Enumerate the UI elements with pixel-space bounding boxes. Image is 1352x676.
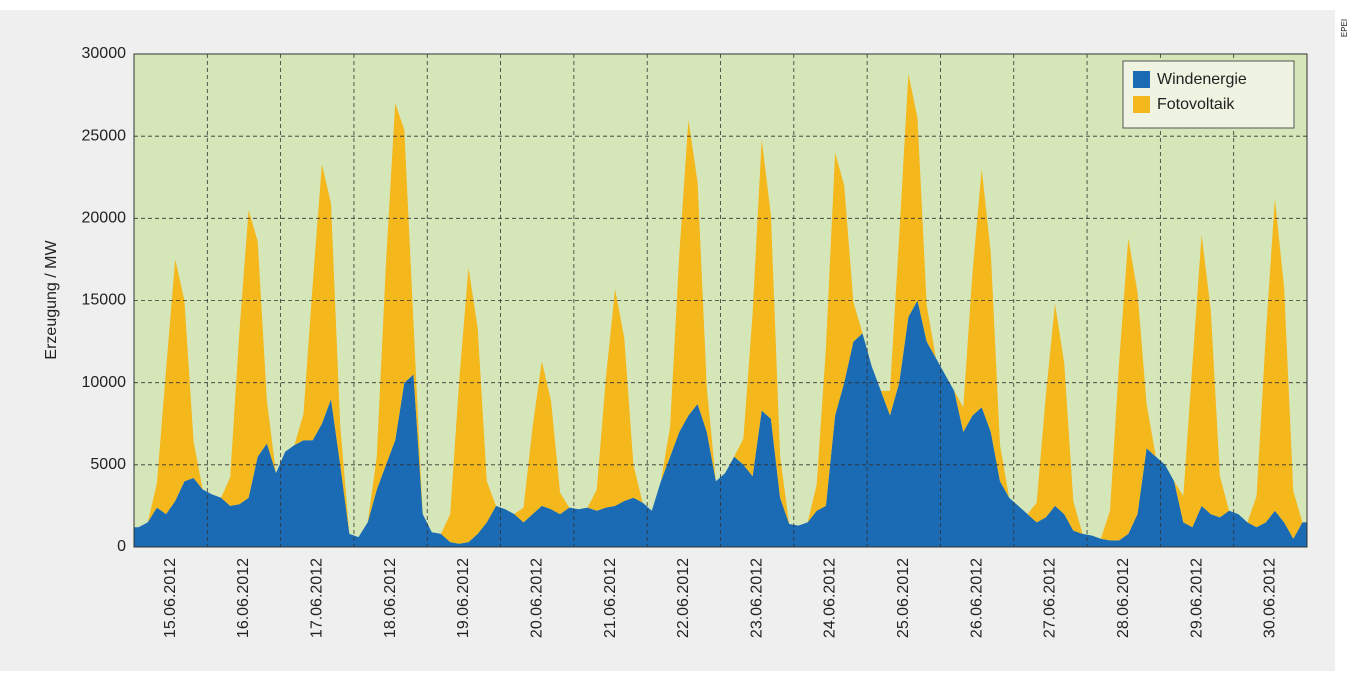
x-tick-label: 22.06.2012 [675, 558, 692, 638]
x-tick-label: 29.06.2012 [1188, 558, 1205, 638]
x-tick-label: 16.06.2012 [235, 558, 252, 638]
x-tick-label: 28.06.2012 [1115, 558, 1132, 638]
x-tick-label: 20.06.2012 [528, 558, 545, 638]
x-tick-label: 23.06.2012 [748, 558, 765, 638]
x-tick-label: 24.06.2012 [822, 558, 839, 638]
source: EPEI [1340, 19, 1349, 37]
y-tick-label: 30000 [82, 45, 127, 62]
x-tick-label: 30.06.2012 [1262, 558, 1279, 638]
x-tick-label: 27.06.2012 [1042, 558, 1059, 638]
y-tick-label: 25000 [82, 127, 127, 144]
x-tick-label: 25.06.2012 [895, 558, 912, 638]
y-tick-label: 5000 [90, 456, 126, 473]
plot-frame [133, 53, 1308, 548]
y-tick-label: 20000 [82, 210, 127, 227]
x-tick-label: 19.06.2012 [455, 558, 472, 638]
x-tick-label: 21.06.2012 [602, 558, 619, 638]
legend-label: Fotovoltaik [1157, 96, 1235, 113]
legend-swatch [1133, 96, 1150, 113]
y-tick-label: 10000 [82, 374, 127, 391]
x-tick-label: 15.06.2012 [162, 558, 179, 638]
y-axis-label: Erzeugung / MW [43, 240, 60, 360]
y-tick-label: 0 [117, 538, 126, 555]
area [134, 73, 1307, 544]
y-tick-label: 15000 [82, 292, 127, 309]
x-tick-label: 18.06.2012 [382, 558, 399, 638]
legend-label: Windenergie [1157, 71, 1247, 88]
x-tick-label: 17.06.2012 [309, 558, 326, 638]
legend [1122, 60, 1295, 129]
x-tick-label: 26.06.2012 [968, 558, 985, 638]
legend-swatch [1133, 71, 1150, 88]
